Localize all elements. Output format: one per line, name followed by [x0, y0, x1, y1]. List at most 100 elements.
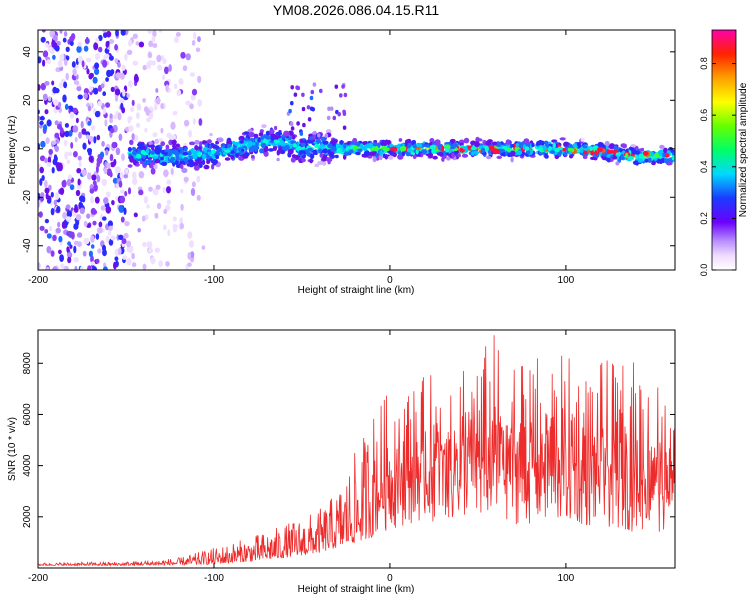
spectrogram-cell	[75, 189, 81, 197]
spectrogram-cell	[432, 155, 438, 160]
spectrogram-cell	[199, 141, 203, 146]
spectrogram-cell	[124, 190, 128, 197]
spectrogram-cell	[100, 205, 106, 211]
spectrogram-cell	[397, 154, 404, 160]
spectrogram-cell	[156, 202, 162, 210]
spectrogram-cell	[158, 260, 164, 268]
spectrogram-cell	[89, 86, 94, 91]
spectrogram-cell	[83, 88, 89, 95]
spectrogram-cell	[206, 159, 211, 164]
spectrogram-cell	[82, 250, 87, 257]
spectrogram-cell	[387, 155, 394, 160]
spectrogram-cell	[39, 124, 43, 129]
spectrogram-cell	[117, 112, 122, 121]
spectrogram-cell	[142, 64, 147, 71]
spectrogram-cell	[162, 224, 167, 231]
spectrogram-cell	[327, 143, 333, 149]
spectrogram-cell	[385, 147, 390, 152]
spectrogram-cell	[103, 262, 107, 268]
spectrogram-cell	[68, 130, 73, 137]
spectrogram-cell	[155, 184, 161, 190]
spectrogram-cell	[44, 157, 48, 163]
spectrogram-cell	[154, 212, 159, 219]
spectrogram-cell	[628, 156, 634, 161]
spectrogram-cell	[87, 265, 92, 270]
spectrogram-cell	[480, 147, 486, 154]
spectrogram-cell	[274, 140, 281, 144]
spectrogram-cell	[175, 32, 181, 37]
spectrogram-cell	[83, 92, 88, 100]
spectrogram-cell	[364, 144, 369, 149]
spectrogram-cell	[99, 151, 105, 159]
spectrogram-cell	[105, 77, 109, 82]
spectrogram-cell	[334, 154, 339, 159]
spectrogram-cell	[119, 195, 126, 204]
spectrogram-cell	[69, 184, 75, 191]
chart-title: YM08.2026.086.04.15.R11	[273, 2, 440, 18]
y-tick-label: -20	[22, 190, 33, 205]
spectrogram-cell	[146, 117, 151, 123]
spectrogram-cell	[137, 227, 141, 233]
spectrogram-cell	[337, 112, 342, 117]
spectrogram-cell	[65, 72, 69, 81]
spectrogram-cell	[198, 146, 202, 151]
spectrogram-cell	[114, 95, 119, 102]
spectrogram-cell	[612, 155, 618, 160]
spectrogram-cell	[77, 55, 83, 64]
spectrogram-cell	[98, 46, 103, 53]
spectrogram-cell	[537, 147, 544, 152]
spectrogram-cell	[372, 156, 377, 163]
spectrogram-cell	[80, 120, 84, 129]
spectrogram-cell	[67, 256, 72, 264]
spectrogram-cell	[55, 227, 61, 234]
spectrogram-cell	[130, 106, 135, 113]
spectrogram-cell	[429, 138, 435, 143]
spectrogram-cell	[161, 161, 168, 166]
spectrogram-cell	[216, 148, 223, 153]
spectrogram-cell	[208, 144, 213, 150]
spectrogram-cell	[59, 53, 65, 62]
spectrogram-cell	[144, 127, 148, 133]
spectrogram-cell	[193, 32, 197, 40]
spectrogram-cell	[52, 42, 58, 48]
spectrogram-cell	[398, 138, 403, 142]
spectrogram-cell	[240, 148, 245, 153]
spectrogram-cell	[149, 112, 154, 120]
spectrogram-cell	[593, 153, 600, 158]
spectrogram-cell	[131, 262, 137, 268]
spectrogram-cell	[102, 30, 107, 33]
spectrogram-cell	[174, 160, 179, 165]
spectrogram-cell	[76, 86, 82, 92]
spectrogram-cell	[40, 140, 46, 148]
spectrogram-cell	[197, 99, 202, 107]
spectrogram-cell	[451, 143, 456, 150]
spectrogram-cell	[536, 141, 540, 147]
spectrogram-cell	[181, 167, 188, 173]
spectrogram-cell	[643, 150, 649, 156]
spectrogram-cell	[180, 51, 186, 59]
spectrogram-cell	[57, 221, 61, 228]
spectrogram-cell	[244, 152, 250, 157]
spectrogram-cell	[118, 204, 124, 213]
spectrogram-cell	[102, 91, 107, 97]
spectrogram-cell	[132, 33, 138, 39]
spectrogram-cell	[589, 146, 594, 151]
spectrogram-cell	[44, 81, 50, 86]
spectrogram-cell	[582, 145, 588, 149]
spectrogram-cell	[663, 147, 668, 154]
spectrogram-cell	[341, 147, 347, 153]
spectrogram-cell	[78, 131, 82, 139]
spectrogram-cell	[94, 68, 100, 75]
spectrogram-cell	[128, 39, 132, 47]
spectrogram-cell	[445, 147, 450, 153]
spectrogram-cell	[127, 147, 132, 152]
spectrogram-cell	[329, 106, 334, 111]
spectrogram-cell	[544, 154, 549, 159]
spectrogram-cell	[254, 146, 258, 152]
spectrogram-cell	[312, 134, 316, 140]
spectrogram-x-ticks: -200 -100 0 100	[28, 30, 575, 286]
spectrogram-cell	[439, 152, 444, 157]
spectrogram-cell	[87, 105, 92, 112]
spectrogram-cell	[342, 154, 347, 160]
spectrogram-cell	[59, 187, 65, 195]
